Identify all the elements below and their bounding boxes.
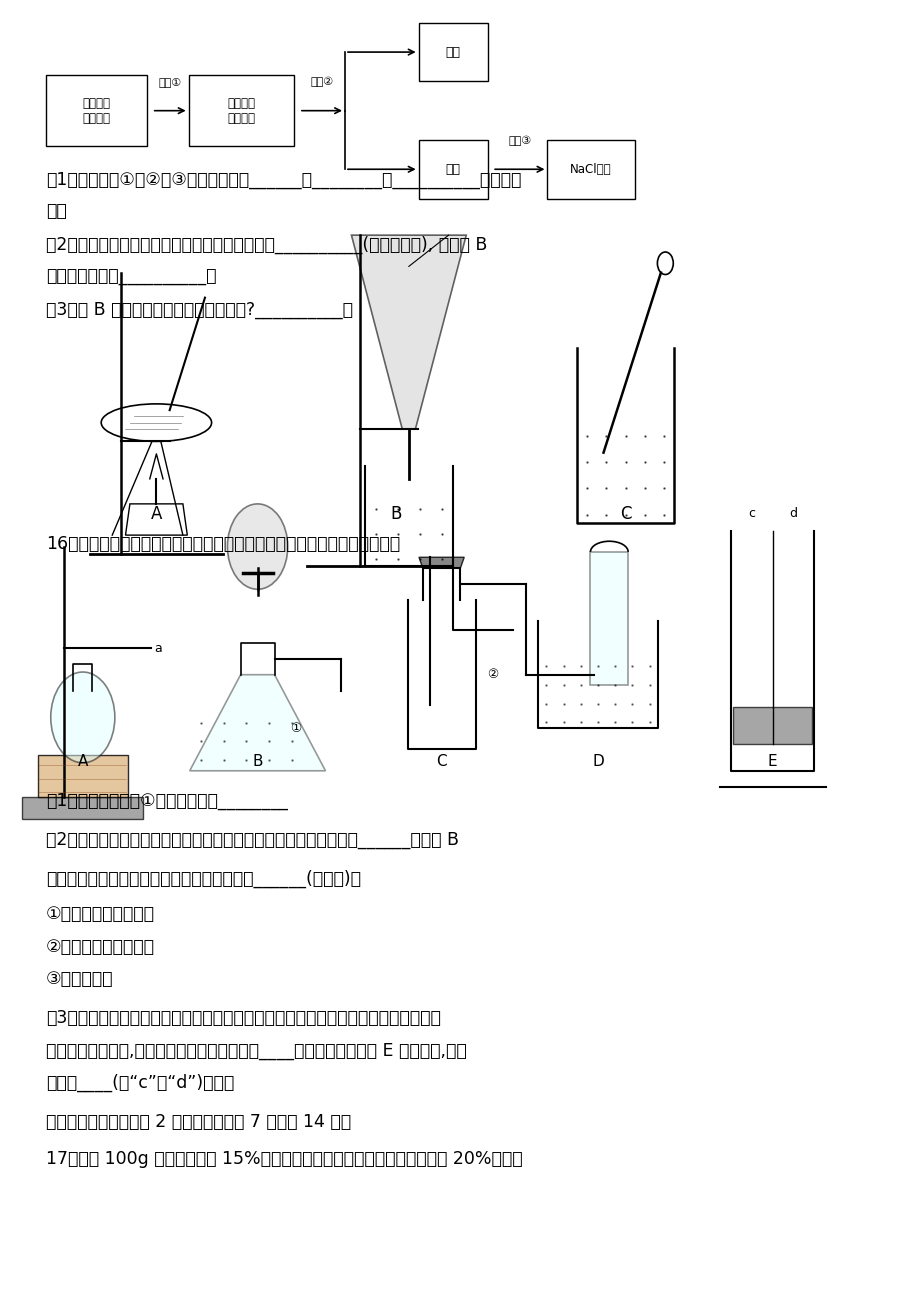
Polygon shape bbox=[22, 797, 143, 819]
Text: a: a bbox=[154, 642, 162, 655]
Text: B: B bbox=[390, 505, 401, 523]
Text: （3）在 B 操作装置中，漏斗应如何放置?__________。: （3）在 B 操作装置中，漏斗应如何放置?__________。 bbox=[46, 301, 353, 319]
Polygon shape bbox=[189, 674, 325, 771]
Text: NaCl晶体: NaCl晶体 bbox=[570, 163, 611, 176]
Text: E: E bbox=[767, 754, 777, 769]
Circle shape bbox=[51, 672, 115, 763]
Text: D: D bbox=[592, 754, 603, 769]
FancyBboxPatch shape bbox=[418, 22, 487, 81]
Text: 三、实验题（本题包括 2 个小题，每小题 7 分，共 14 分）: 三、实验题（本题包括 2 个小题，每小题 7 分，共 14 分） bbox=[46, 1113, 351, 1131]
FancyBboxPatch shape bbox=[188, 74, 294, 146]
Text: ③加热反应物: ③加热反应物 bbox=[46, 970, 113, 988]
Text: 混合物来制取氨气,制取氨气的发生装置应选用____装置，若使用装置 E 收集氨气,则气: 混合物来制取氨气,制取氨气的发生装置应选用____装置，若使用装置 E 收集氨气… bbox=[46, 1042, 466, 1060]
Text: 操作②: 操作② bbox=[310, 77, 334, 87]
Text: （1）图中标有序号①的他器名称是________: （1）图中标有序号①的他器名称是________ bbox=[46, 792, 288, 810]
Text: 操作①: 操作① bbox=[158, 77, 182, 87]
Text: C: C bbox=[436, 754, 447, 769]
Text: 中反应很剧烈，据此提出实验安全注意事项是______(选序号)。: 中反应很剧烈，据此提出实验安全注意事项是______(选序号)。 bbox=[46, 870, 360, 888]
Text: 溶液: 溶液 bbox=[445, 163, 460, 176]
Text: 含有泥沙
的粗食盐: 含有泥沙 的粗食盐 bbox=[83, 96, 110, 125]
Text: 操作③: 操作③ bbox=[507, 135, 531, 146]
Text: d: d bbox=[789, 506, 797, 519]
Text: ②用体积较小的锥形瓶: ②用体积较小的锥形瓶 bbox=[46, 937, 154, 956]
Ellipse shape bbox=[101, 404, 211, 441]
Text: c: c bbox=[748, 506, 754, 519]
Text: ①控制液体的加入速度: ①控制液体的加入速度 bbox=[46, 905, 154, 923]
Text: 体应从____(填“c”或“d”)通入。: 体应从____(填“c”或“d”)通入。 bbox=[46, 1074, 234, 1092]
Text: 操作中的作用是__________。: 操作中的作用是__________。 bbox=[46, 268, 216, 286]
Text: ①: ① bbox=[289, 721, 301, 734]
Polygon shape bbox=[418, 557, 464, 568]
Text: 16．化学是一门以实验为基础的科学，根据如图所示装置，回答相关问题。: 16．化学是一门以实验为基础的科学，根据如图所示装置，回答相关问题。 bbox=[46, 535, 400, 553]
FancyBboxPatch shape bbox=[547, 139, 634, 199]
Polygon shape bbox=[732, 707, 811, 743]
Text: 母）: 母） bbox=[46, 202, 67, 220]
Text: （1）实验操作①、②、③依次为图中的______、________、__________。（填字: （1）实验操作①、②、③依次为图中的______、________、______… bbox=[46, 171, 521, 189]
Text: 泥沙: 泥沙 bbox=[445, 46, 460, 59]
Text: ②: ② bbox=[486, 668, 497, 681]
Circle shape bbox=[657, 253, 673, 275]
FancyBboxPatch shape bbox=[418, 139, 487, 199]
FancyBboxPatch shape bbox=[46, 74, 147, 146]
Text: （2）实验室用双氧水和二氧化锄制取氧气，该反应的文字表达式是______若装置 B: （2）实验室用双氧水和二氧化锄制取氧气，该反应的文字表达式是______若装置 … bbox=[46, 831, 459, 849]
Text: 17．现有 100g 溶质质量分数 15%的蔗糖溶液，若使溶液的溶质质量分数为 20%，应向: 17．现有 100g 溶质质量分数 15%的蔗糖溶液，若使溶液的溶质质量分数为 … bbox=[46, 1150, 522, 1168]
Text: C: C bbox=[619, 505, 630, 523]
Text: B: B bbox=[252, 754, 263, 769]
Text: A: A bbox=[151, 505, 162, 523]
Text: （2）在上述三个实验操作中，均需用到的他器是__________(填他器名称), 其中在 B: （2）在上述三个实验操作中，均需用到的他器是__________(填他器名称),… bbox=[46, 236, 487, 254]
Text: A: A bbox=[77, 754, 88, 769]
Polygon shape bbox=[125, 504, 187, 535]
Text: （3）氨气极易溶于水，且密度比空气小，实验室常用加热固体硫酸铵和固体熟石灰的: （3）氨气极易溶于水，且密度比空气小，实验室常用加热固体硫酸铵和固体熟石灰的 bbox=[46, 1009, 440, 1027]
Polygon shape bbox=[590, 552, 628, 685]
Text: 含有泥沙
的混合液: 含有泥沙 的混合液 bbox=[227, 96, 255, 125]
Polygon shape bbox=[351, 236, 466, 428]
Polygon shape bbox=[38, 755, 128, 797]
Circle shape bbox=[227, 504, 288, 590]
